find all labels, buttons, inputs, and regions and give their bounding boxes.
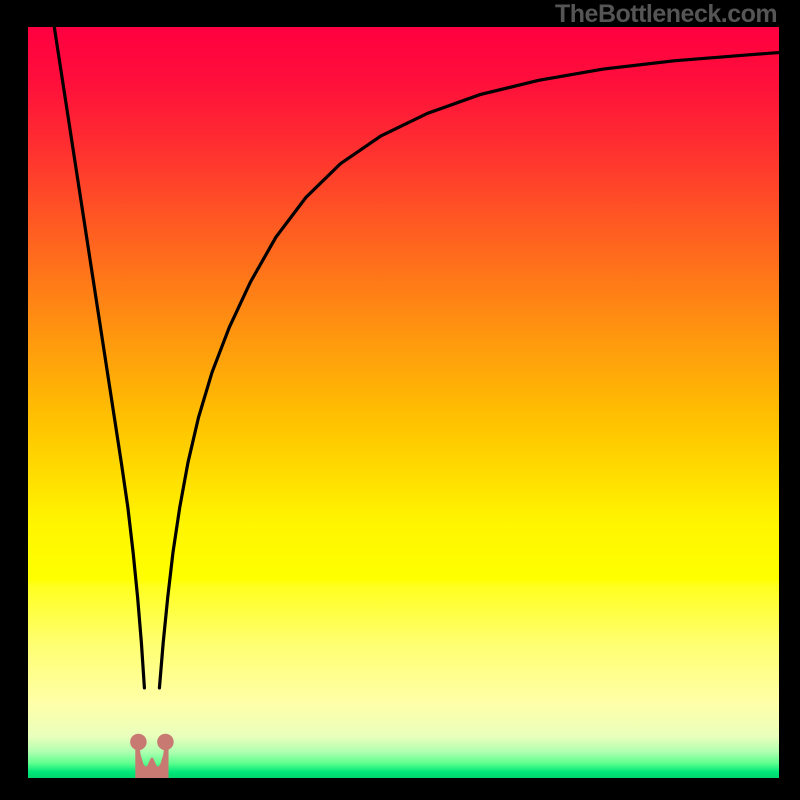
plot-area [28, 27, 779, 778]
curve-dip-dot-left [130, 734, 147, 751]
curve-right-branch [159, 53, 779, 688]
chart-container: TheBottleneck.com [0, 0, 800, 800]
curve-overlay [28, 27, 779, 778]
curve-left-branch [54, 27, 144, 688]
curve-dip-dot-right [157, 734, 174, 751]
watermark-text: TheBottleneck.com [555, 0, 777, 29]
